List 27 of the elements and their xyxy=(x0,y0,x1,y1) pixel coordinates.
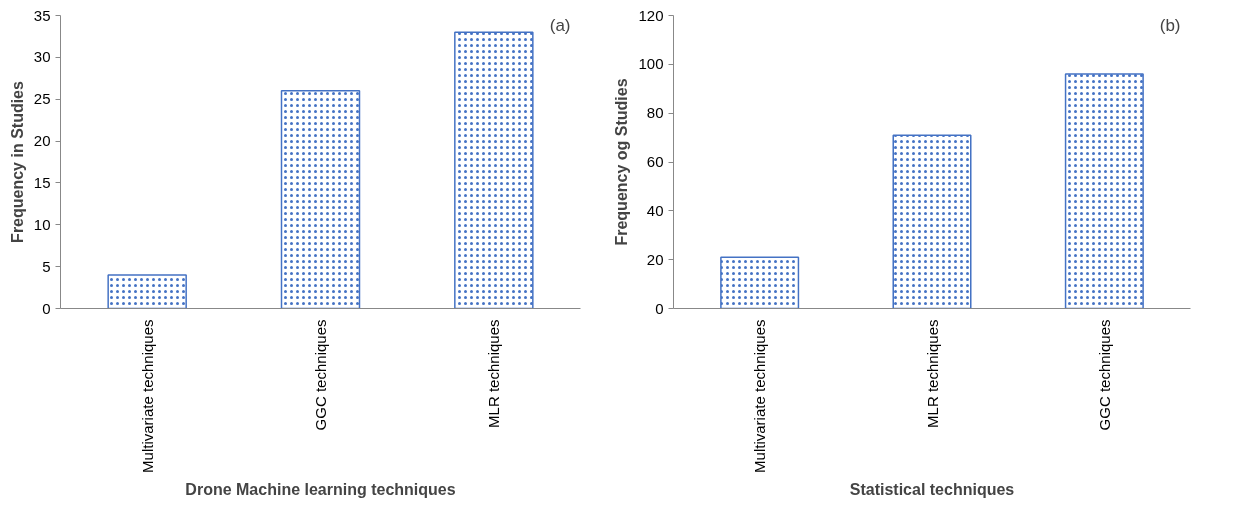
y-tick-label: 10 xyxy=(33,215,51,233)
x-tick-label: MLR techniques xyxy=(485,319,503,428)
y-tick-label: 5 xyxy=(42,257,51,275)
y-tick-label: 100 xyxy=(638,55,664,73)
x-axis-title: Statistical techniques xyxy=(849,480,1015,498)
x-axis-title: Drone Machine learning techniques xyxy=(185,480,456,498)
y-tick-label: 120 xyxy=(638,6,664,24)
x-tick-label: Multivariate techniques xyxy=(138,319,156,473)
y-tick-label: 20 xyxy=(646,250,664,268)
x-tick-label: GGC techniques xyxy=(1095,319,1113,431)
y-tick-label: 20 xyxy=(33,132,51,150)
y-tick-label: 40 xyxy=(646,201,664,219)
y-tick-label: 35 xyxy=(33,6,51,24)
y-tick-label: 80 xyxy=(646,104,664,122)
x-tick-label: MLR techniques xyxy=(923,319,941,428)
y-tick-label: 25 xyxy=(33,90,51,108)
y-tick-label: 0 xyxy=(42,299,51,317)
annotation: (a) xyxy=(549,15,571,35)
y-axis-title: Frequency og Studies xyxy=(613,78,631,246)
annotation: (b) xyxy=(1159,15,1181,35)
x-tick-label: Multivariate techniques xyxy=(751,319,769,473)
y-tick-label: 0 xyxy=(655,299,664,317)
x-tick-label: GGC techniques xyxy=(312,319,329,431)
y-axis-title: Frequency in Studies xyxy=(8,80,26,243)
y-tick-label: 60 xyxy=(646,153,664,170)
y-tick-label: 30 xyxy=(33,48,51,66)
y-tick-label: 15 xyxy=(33,173,51,191)
